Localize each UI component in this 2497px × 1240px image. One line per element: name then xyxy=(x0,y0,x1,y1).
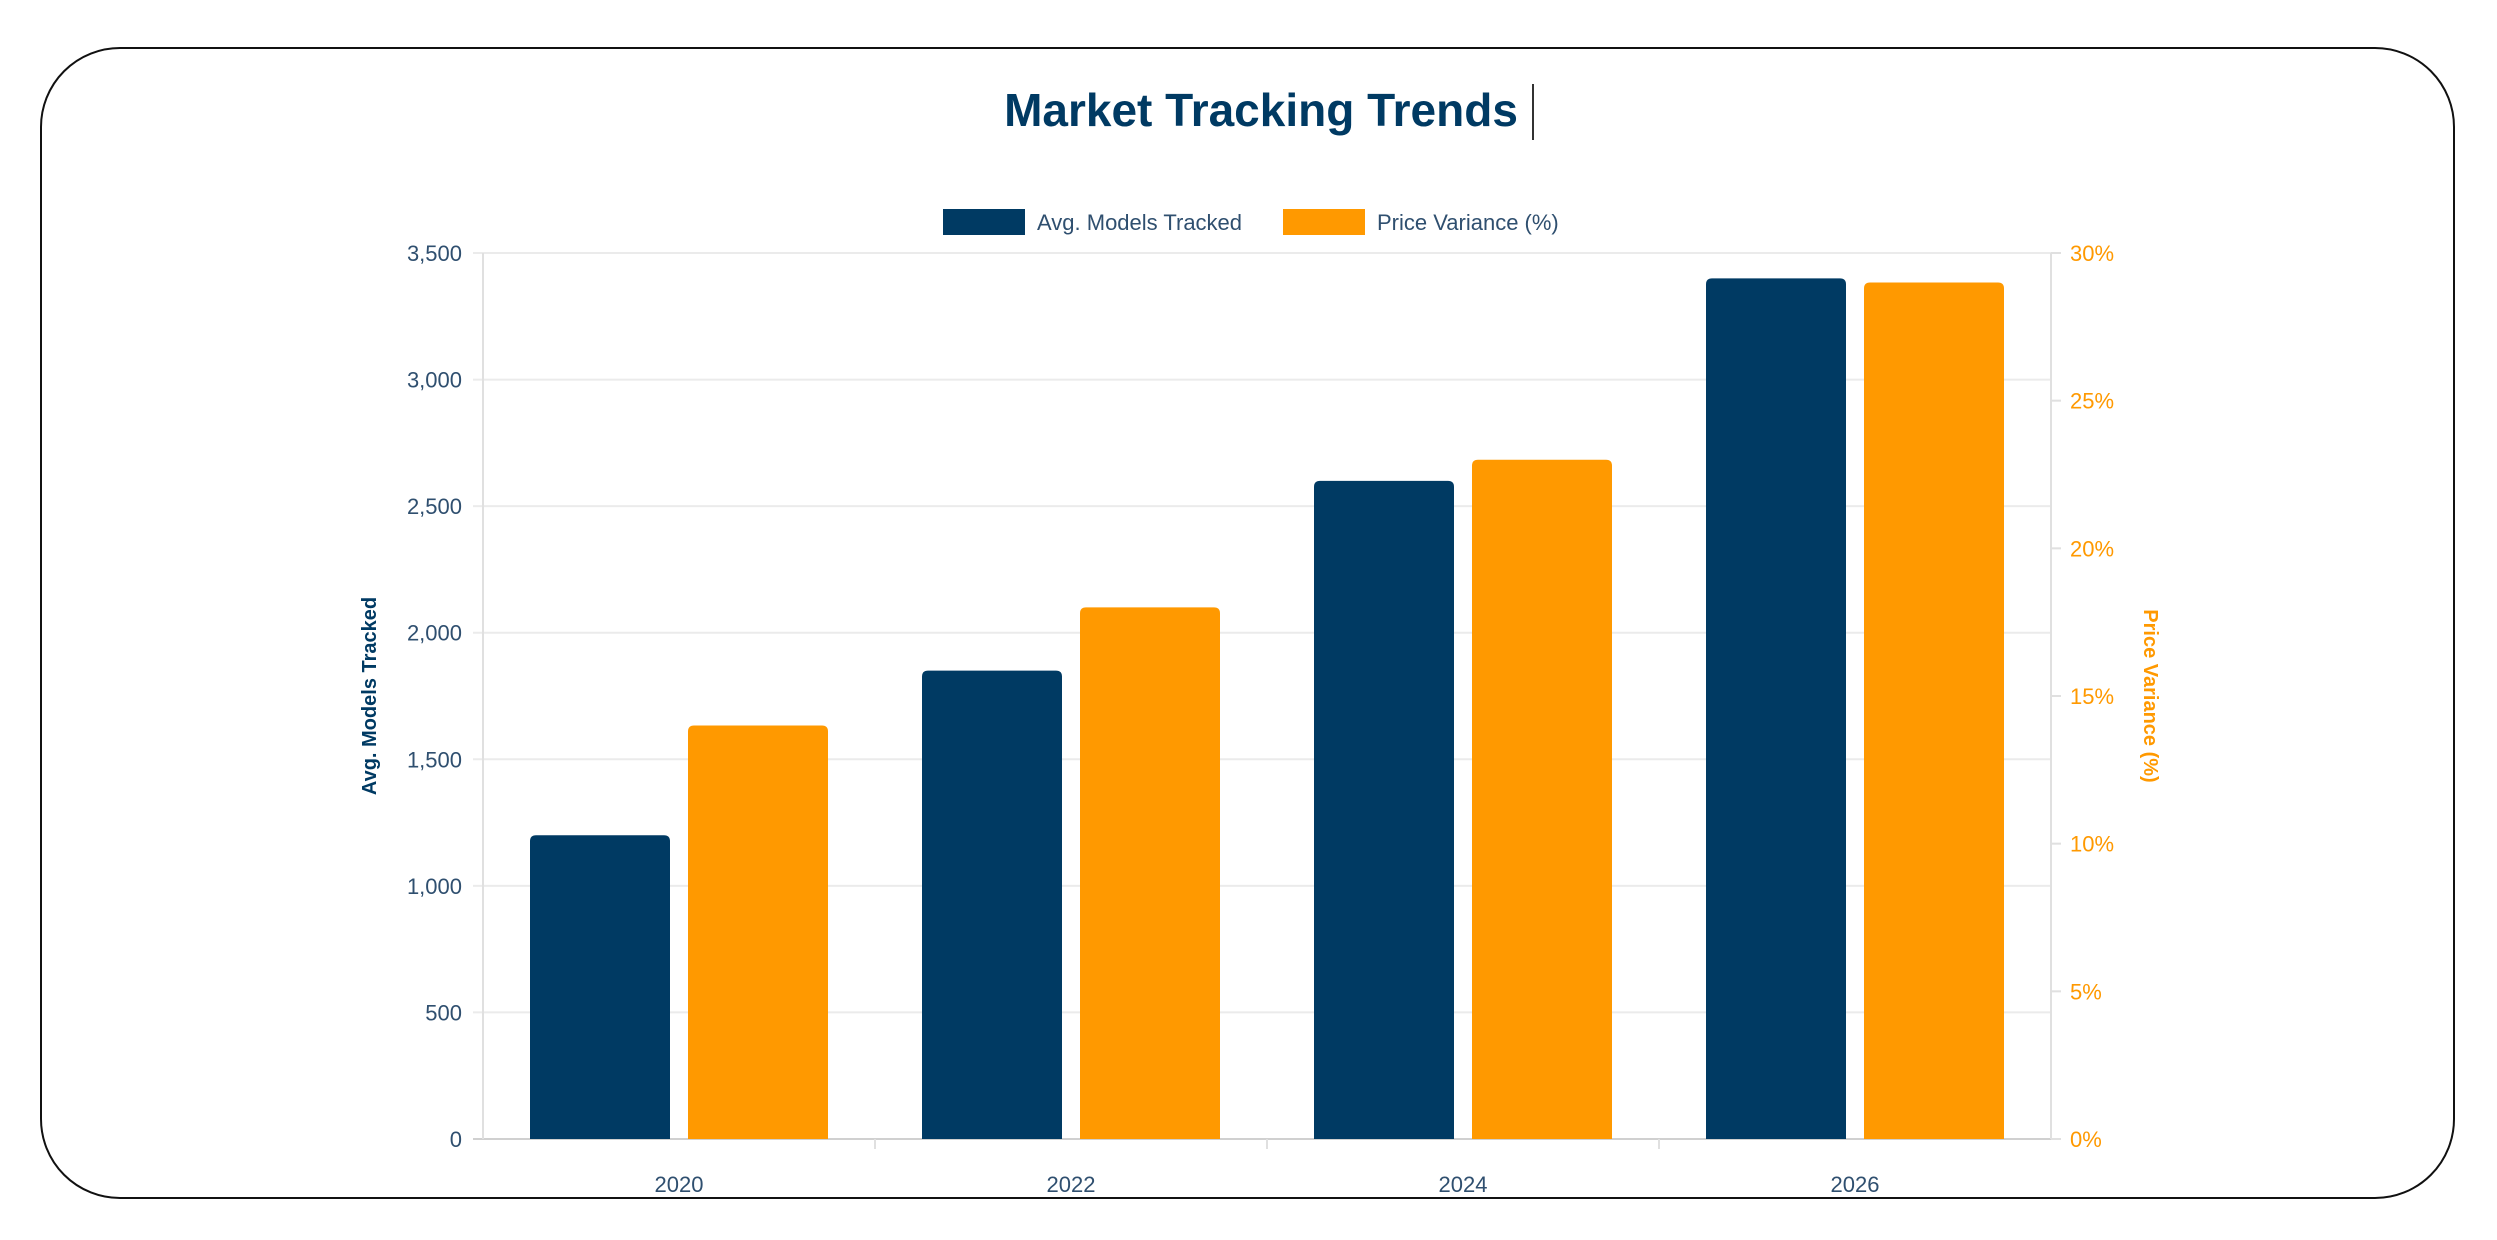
y-left-tick-label: 1,000 xyxy=(407,874,462,899)
x-tick-label: 2020 xyxy=(655,1172,704,1197)
bar-variance-2026[interactable] xyxy=(1864,282,2004,1139)
y-right-axis-label: Price Variance (%) xyxy=(2139,609,2161,782)
x-tick-label: 2022 xyxy=(1047,1172,1096,1197)
y-left-tick-label: 3,000 xyxy=(407,368,462,393)
chart-title: Market Tracking Trends xyxy=(1004,84,1518,136)
legend-label-models[interactable]: Avg. Models Tracked xyxy=(1037,210,1242,235)
y-right-tick-label: 30% xyxy=(2070,241,2114,266)
y-right-tick-label: 5% xyxy=(2070,979,2102,1004)
legend-swatch-variance xyxy=(1283,209,1365,235)
y-left-tick-label: 2,500 xyxy=(407,494,462,519)
y-right-tick-label: 25% xyxy=(2070,389,2114,414)
bar-variance-2022[interactable] xyxy=(1080,607,1220,1139)
legend-swatch-models xyxy=(943,209,1025,235)
y-right-tick-label: 15% xyxy=(2070,684,2114,709)
bar-variance-2020[interactable] xyxy=(688,725,828,1139)
bar-variance-2024[interactable] xyxy=(1472,459,1612,1139)
y-left-axis-label: Avg. Models Tracked xyxy=(359,597,381,795)
bar-models-2022[interactable] xyxy=(922,670,1062,1139)
y-left-tick-label: 1,500 xyxy=(407,747,462,772)
bar-models-2024[interactable] xyxy=(1314,480,1454,1139)
bar-models-2026[interactable] xyxy=(1706,278,1846,1139)
y-right-tick-label: 10% xyxy=(2070,832,2114,857)
legend: Avg. Models Tracked Price Variance (%) xyxy=(943,209,1559,235)
x-tick-label: 2026 xyxy=(1831,1172,1880,1197)
chart-card xyxy=(40,47,2455,1199)
y-left-tick-label: 500 xyxy=(425,1000,462,1025)
y-right-tick-label: 0% xyxy=(2070,1127,2102,1152)
y-left-tick-label: 0 xyxy=(450,1127,462,1152)
bar-models-2020[interactable] xyxy=(530,835,670,1139)
legend-label-variance[interactable]: Price Variance (%) xyxy=(1377,210,1559,235)
x-tick-label: 2024 xyxy=(1439,1172,1488,1197)
y-left-tick-label: 2,000 xyxy=(407,621,462,646)
y-left-tick-label: 3,500 xyxy=(407,241,462,266)
y-right-tick-label: 20% xyxy=(2070,536,2114,561)
